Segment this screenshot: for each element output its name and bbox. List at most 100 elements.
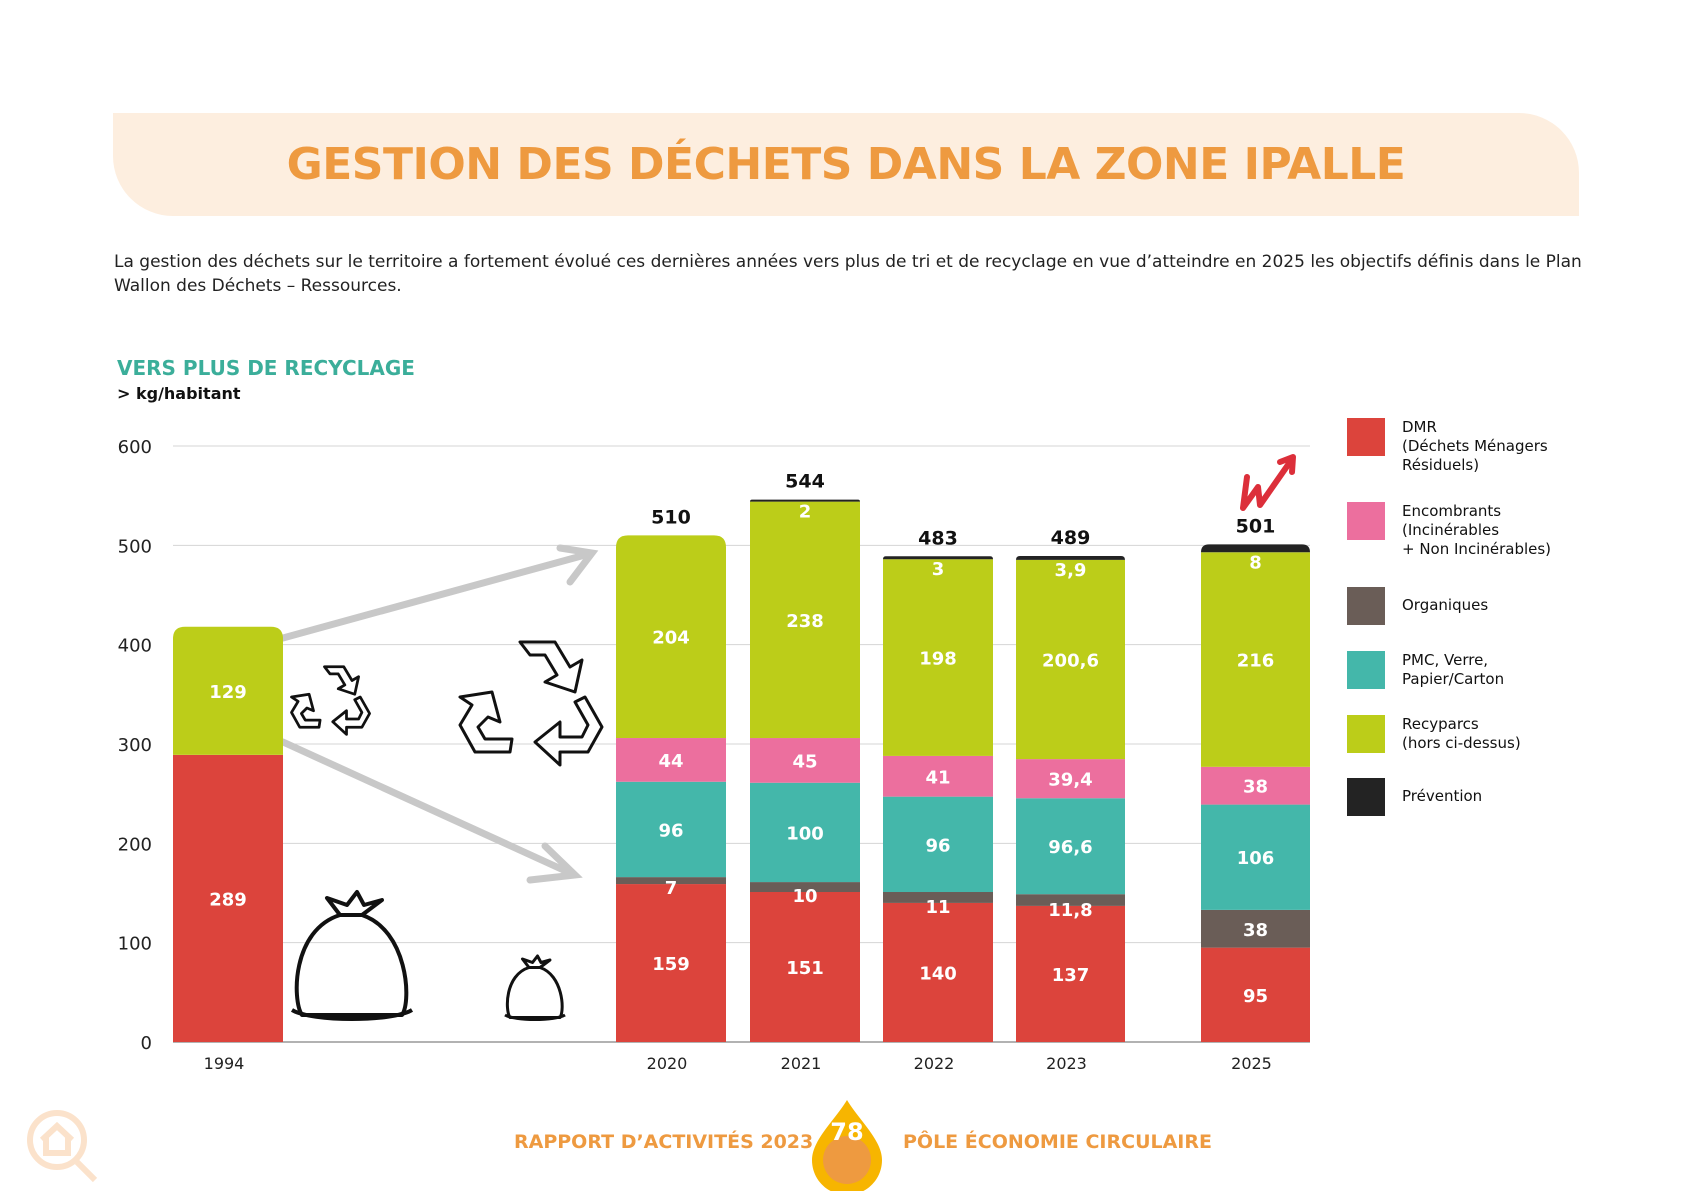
data-label: 204 [652, 628, 690, 649]
bar-segment [883, 892, 993, 903]
bar-segment [173, 626, 283, 755]
legend-swatch [1347, 651, 1385, 689]
bar-segment [1201, 947, 1310, 1042]
title-banner [113, 113, 1579, 216]
bar-segment [883, 556, 993, 560]
bar-segment [883, 902, 993, 1042]
data-label: 129 [209, 682, 247, 703]
data-label: 96 [925, 835, 950, 856]
total-label: 501 [1236, 515, 1276, 537]
bar-segment [750, 738, 860, 783]
page-number: 78 [830, 1118, 864, 1146]
data-label: 96,6 [1048, 837, 1092, 858]
bar-segment [1016, 905, 1125, 1042]
bar-segment [883, 559, 993, 756]
legend-item: Organiques [1347, 587, 1488, 625]
y-tick-label: 200 [118, 834, 152, 855]
data-label: 11 [925, 897, 950, 918]
bar-segment [883, 755, 993, 797]
trash-bag-icon [290, 890, 414, 1021]
chart-unit: > kg/habitant [117, 384, 241, 403]
data-label: 38 [1243, 920, 1268, 941]
bar-segment [616, 884, 726, 1042]
x-tick-label: 1994 [204, 1054, 245, 1073]
bar-segment [616, 781, 726, 878]
bar-segment [750, 782, 860, 883]
recycle-icon [458, 640, 604, 767]
y-tick-label: 600 [118, 437, 152, 458]
total-label: 489 [1051, 527, 1091, 549]
bar-segment [1016, 555, 1125, 560]
data-label: 44 [658, 751, 683, 772]
bar-segment [1016, 894, 1125, 906]
data-label: 100 [786, 823, 824, 844]
legend-item: Recyparcs (hors ci-dessus) [1347, 715, 1521, 753]
footer-section-title: PÔLE ÉCONOMIE CIRCULAIRE [903, 1131, 1212, 1153]
bar-segment [616, 738, 726, 782]
page-number-drop-icon [812, 1100, 882, 1191]
x-tick-label: 2022 [914, 1054, 955, 1073]
bar-segment [750, 501, 860, 739]
bar-segment [173, 754, 283, 1042]
y-tick-label: 100 [118, 934, 152, 955]
bar-segment [750, 882, 860, 893]
legend-label: Encombrants (Incinérables + Non Incinéra… [1402, 502, 1552, 558]
footer-report-title: RAPPORT D’ACTIVITÉS 2023 [514, 1131, 814, 1153]
bar-segment [1201, 909, 1310, 948]
trash-bag-icon [504, 954, 566, 1021]
page-title: GESTION DES DÉCHETS DANS LA ZONE IPALLE [286, 139, 1406, 190]
bar-segment [1201, 544, 1310, 553]
legend-swatch [1347, 502, 1385, 540]
bar-segment [883, 796, 993, 893]
bar-segment [1201, 766, 1310, 805]
total-label: 483 [918, 527, 958, 549]
y-tick-label: 500 [118, 536, 152, 557]
data-label: 3 [932, 559, 945, 580]
chart-title: VERS PLUS DE RECYCLAGE [117, 356, 415, 380]
data-label: 41 [925, 767, 950, 788]
w-logo-icon [1240, 454, 1296, 511]
bar-segment [1201, 552, 1310, 767]
data-label: 10 [792, 886, 817, 907]
x-tick-label: 2020 [647, 1054, 688, 1073]
search-home-icon [27, 1110, 98, 1183]
legend-label: DMR (Déchets Ménagers Résiduels) [1402, 418, 1548, 474]
data-label: 198 [919, 649, 957, 670]
data-label: 2 [799, 502, 812, 523]
intro-paragraph: La gestion des déchets sur le territoire… [114, 252, 1582, 296]
data-label: 7 [665, 878, 678, 899]
bar-segment [1016, 759, 1125, 799]
x-tick-label: 2025 [1231, 1054, 1272, 1073]
legend-swatch [1347, 778, 1385, 816]
data-label: 216 [1237, 651, 1275, 672]
y-tick-label: 300 [118, 735, 152, 756]
bar-segment [616, 877, 726, 885]
data-label: 200,6 [1042, 650, 1099, 671]
data-label: 289 [209, 889, 247, 910]
legend-swatch [1347, 418, 1385, 456]
legend-item: Encombrants (Incinérables + Non Incinéra… [1347, 502, 1551, 559]
arrow-icon [279, 544, 599, 884]
data-label: 238 [786, 611, 824, 632]
bar-segment [1016, 798, 1125, 895]
legend-item: DMR (Déchets Ménagers Résiduels) [1347, 418, 1548, 475]
data-label: 3,9 [1055, 560, 1087, 581]
legend-label: Recyparcs (hors ci-dessus) [1402, 715, 1521, 752]
legend-label: PMC, Verre, Papier/Carton [1402, 651, 1505, 688]
total-label: 510 [651, 506, 691, 528]
legend-label: Prévention [1402, 787, 1483, 805]
bar-segment [616, 535, 726, 739]
bar-segment [1016, 559, 1125, 760]
legend-item: PMC, Verre, Papier/Carton [1347, 651, 1504, 689]
x-tick-label: 2021 [781, 1054, 822, 1073]
data-label: 45 [792, 751, 817, 772]
x-tick-label: 2023 [1046, 1054, 1087, 1073]
data-label: 8 [1249, 552, 1262, 573]
bar-segment [750, 499, 860, 502]
legend-item: Prévention [1347, 778, 1482, 816]
recycle-icon [290, 665, 371, 736]
data-label: 159 [652, 954, 690, 975]
y-tick-label: 0 [141, 1033, 152, 1054]
